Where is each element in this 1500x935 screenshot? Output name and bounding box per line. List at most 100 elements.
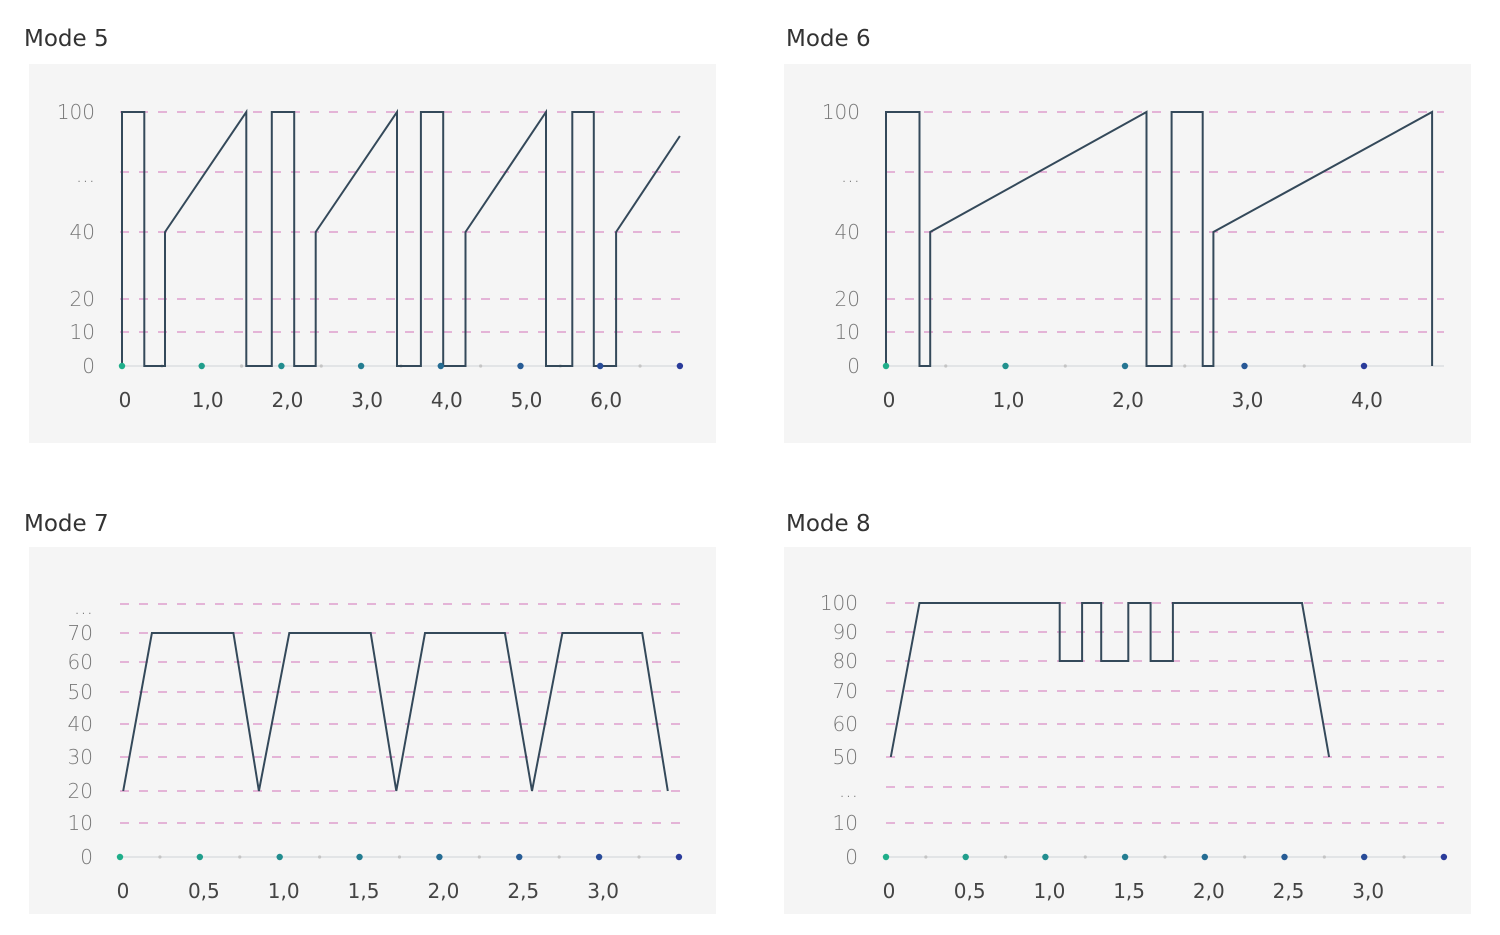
x-tick-label: 0 (883, 879, 896, 903)
x-axis-minor-dot (319, 364, 323, 368)
x-axis-marker-dot (517, 362, 524, 370)
x-axis-minor-dot (1003, 855, 1008, 859)
x-tick-label: 1,0 (993, 388, 1025, 412)
x-axis-marker-dot (436, 853, 443, 861)
x-tick-label: 3,0 (1232, 388, 1264, 412)
series-line (121, 108, 681, 367)
x-tick-label: 2,0 (271, 388, 303, 412)
x-tick-label: 0 (883, 388, 896, 412)
x-axis-marker-dot (516, 853, 523, 861)
x-tick-label: 2,0 (427, 879, 459, 903)
x-axis-minor-dot (1083, 855, 1087, 859)
y-tick-label: 50 (68, 680, 93, 704)
x-axis-marker-dot (278, 362, 285, 370)
x-tick-label: 0 (119, 388, 132, 412)
x-axis-marker-dot (597, 362, 604, 370)
series-line (889, 602, 1331, 758)
y-tick-label: 20 (70, 287, 95, 311)
x-axis-marker-dot (198, 362, 205, 370)
x-axis-minor-dot (1163, 855, 1167, 859)
y-tick-label: 20 (68, 779, 93, 803)
x-axis-marker-dot (1281, 853, 1288, 861)
x-tick-label: 4,0 (431, 388, 463, 412)
x-axis-minor-dot (637, 855, 641, 859)
x-tick-label: 0 (117, 879, 130, 903)
x-axis-marker-dot (882, 853, 890, 861)
x-axis-minor-dot (397, 855, 402, 859)
x-axis-minor-dot (1322, 855, 1326, 859)
x-axis-marker-dot (1201, 853, 1209, 861)
y-tick-label: ... (839, 778, 858, 802)
x-tick-label: 3,0 (351, 388, 383, 412)
series-line (122, 632, 669, 792)
x-tick-label: 5,0 (511, 388, 543, 412)
y-tick-label: 0 (847, 354, 860, 378)
x-axis-minor-dot (477, 855, 481, 859)
chart-7: Mode 7... 70 60 50 40 30 20 10 00 0,5 1,0 1,5 2,0 2,5… (24, 511, 716, 914)
x-tick-label: 2,5 (507, 879, 539, 903)
x-axis-marker-dot (676, 362, 684, 370)
x-axis-marker-dot (1042, 853, 1049, 861)
x-axis-marker-dot (1002, 362, 1009, 370)
x-axis-marker-dot (882, 362, 890, 370)
chart-panel (29, 64, 716, 443)
y-tick-label: ... (841, 163, 860, 187)
y-tick-label: 10 (833, 811, 858, 835)
x-axis-marker-dot (118, 362, 126, 370)
y-tick-label: 100 (822, 100, 860, 124)
x-tick-label: 3,0 (1352, 879, 1384, 903)
x-axis-minor-dot (238, 855, 242, 859)
y-tick-label: 70 (833, 679, 858, 703)
y-tick-label: 40 (835, 220, 860, 244)
x-axis-minor-dot (239, 364, 244, 368)
chart-panel (784, 64, 1471, 443)
x-axis-marker-dot (1121, 853, 1129, 861)
y-tick-label: 60 (833, 712, 858, 736)
x-tick-label: 1,5 (1113, 879, 1145, 903)
y-tick-label: 50 (833, 745, 858, 769)
x-tick-label: 1,0 (1033, 879, 1065, 903)
x-axis-minor-dot (638, 364, 642, 368)
y-tick-label: 0 (82, 354, 95, 378)
x-axis-minor-dot (1402, 855, 1406, 859)
x-axis-minor-dot (479, 364, 483, 368)
x-tick-label: 2,5 (1273, 879, 1305, 903)
x-axis-minor-dot (1183, 364, 1187, 368)
x-axis-minor-dot (924, 855, 928, 859)
chart-title: Mode 8 (786, 511, 871, 537)
x-axis-minor-dot (158, 855, 162, 859)
series-line (885, 110, 1434, 367)
x-tick-label: 2,0 (1193, 879, 1225, 903)
y-tick-label: 90 (833, 620, 858, 644)
x-axis-minor-dot (1243, 855, 1247, 859)
x-axis-marker-dot (116, 853, 124, 861)
y-tick-label: 10 (68, 811, 93, 835)
x-axis-minor-dot (1302, 364, 1306, 368)
x-axis-marker-dot (357, 362, 365, 370)
y-tick-label: 40 (68, 712, 93, 736)
x-axis-marker-dot (196, 853, 204, 861)
x-axis-marker-dot (1360, 362, 1368, 370)
x-tick-label: 2,0 (1112, 388, 1144, 412)
chart-title: Mode 5 (24, 26, 109, 52)
y-tick-label: 0 (80, 845, 93, 869)
x-axis-marker-dot (675, 853, 683, 861)
y-tick-label: 80 (833, 649, 858, 673)
chart-title: Mode 7 (24, 511, 109, 537)
x-axis-marker-dot (1121, 362, 1129, 370)
x-axis-marker-dot (356, 853, 363, 861)
x-axis-minor-dot (557, 855, 561, 859)
x-axis-marker-dot (962, 853, 969, 861)
y-tick-label: 100 (820, 591, 858, 615)
x-tick-label: 1,5 (348, 879, 380, 903)
x-axis-marker-dot (276, 853, 283, 861)
chart-title: Mode 6 (786, 26, 871, 52)
y-tick-label: 10 (835, 320, 860, 344)
x-tick-label: 4,0 (1351, 388, 1383, 412)
x-axis-marker-dot (1361, 853, 1368, 861)
y-tick-label: ... (76, 163, 95, 187)
